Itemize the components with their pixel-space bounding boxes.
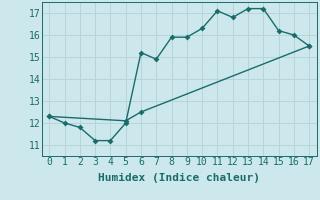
X-axis label: Humidex (Indice chaleur): Humidex (Indice chaleur): [98, 173, 260, 183]
